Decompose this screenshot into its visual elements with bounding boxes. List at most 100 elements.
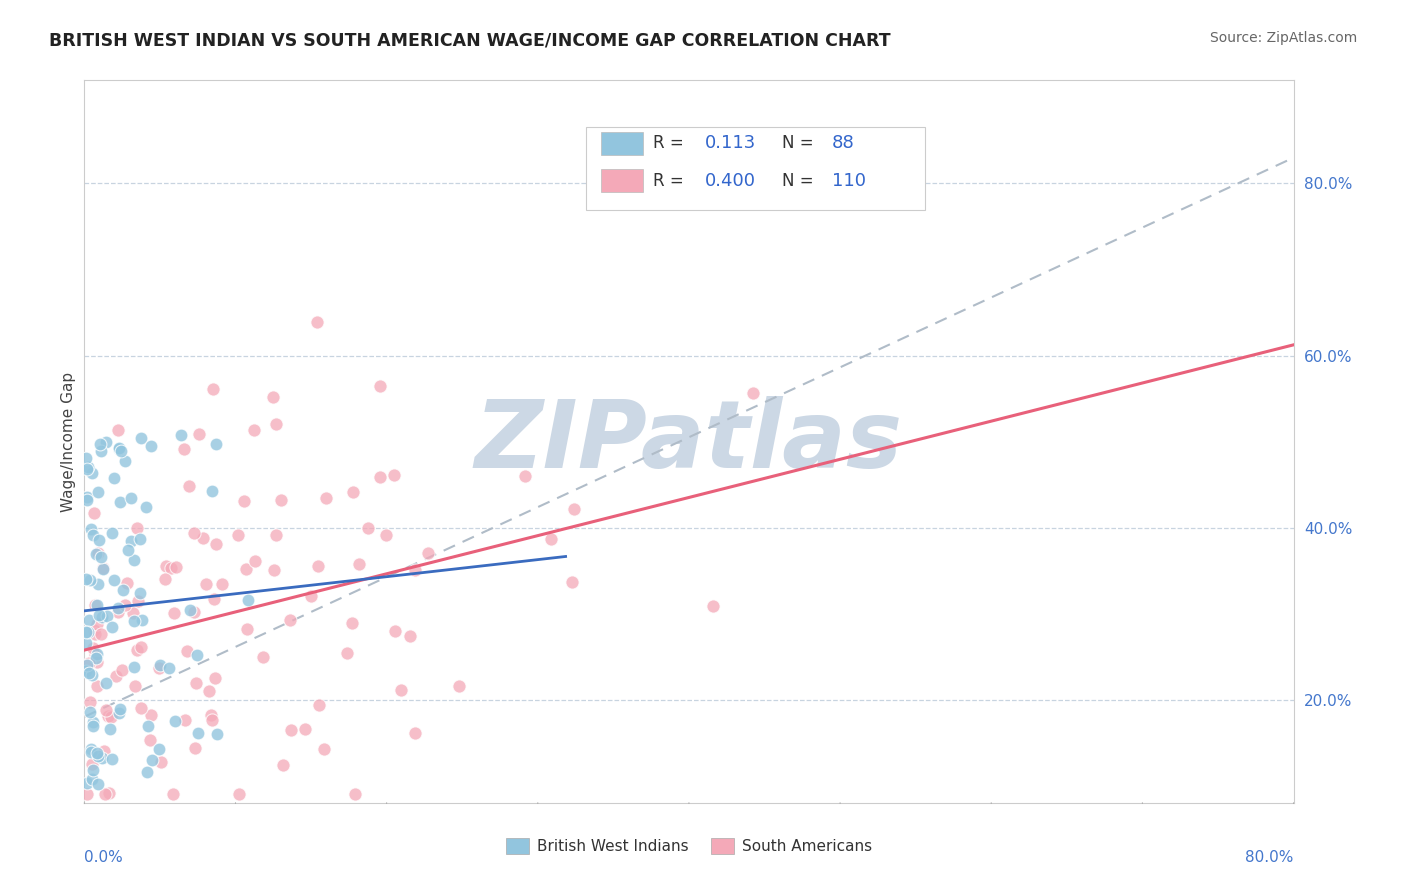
Point bbox=[340, 615, 363, 630]
Point bbox=[368, 379, 391, 393]
Point bbox=[314, 742, 336, 756]
Point bbox=[101, 525, 124, 540]
Point bbox=[183, 525, 205, 540]
Point bbox=[139, 439, 162, 453]
Point bbox=[198, 684, 221, 698]
Point bbox=[135, 764, 157, 779]
Point bbox=[91, 610, 114, 624]
Point bbox=[87, 576, 110, 591]
Point bbox=[120, 533, 142, 548]
Point bbox=[129, 431, 152, 445]
Point bbox=[170, 427, 193, 442]
Point bbox=[336, 646, 359, 660]
Point bbox=[98, 786, 121, 800]
Point bbox=[204, 537, 226, 551]
Point bbox=[127, 643, 149, 657]
Point bbox=[135, 500, 157, 515]
Point bbox=[86, 547, 108, 561]
Point bbox=[148, 661, 170, 675]
Point bbox=[108, 702, 131, 716]
Point bbox=[176, 644, 198, 658]
Point bbox=[75, 665, 97, 679]
Point bbox=[315, 491, 337, 506]
Point bbox=[124, 679, 146, 693]
Point bbox=[160, 561, 183, 575]
Point bbox=[98, 722, 121, 736]
Text: Source: ZipAtlas.com: Source: ZipAtlas.com bbox=[1209, 31, 1357, 45]
Point bbox=[561, 575, 583, 590]
Point bbox=[270, 493, 292, 508]
Point bbox=[76, 776, 98, 790]
Point bbox=[89, 437, 111, 451]
Text: 80.0%: 80.0% bbox=[1246, 850, 1294, 865]
Point bbox=[93, 743, 115, 757]
Point bbox=[96, 434, 118, 449]
Text: 0.113: 0.113 bbox=[704, 134, 756, 153]
Point bbox=[122, 553, 145, 567]
Point bbox=[243, 423, 266, 437]
Point bbox=[228, 787, 250, 801]
Point bbox=[252, 649, 274, 664]
Point bbox=[90, 626, 112, 640]
Point bbox=[233, 494, 256, 508]
Point bbox=[186, 648, 208, 662]
Point bbox=[149, 755, 172, 769]
Point bbox=[86, 546, 108, 560]
Point bbox=[294, 723, 316, 737]
Point bbox=[103, 471, 125, 485]
Point bbox=[226, 527, 249, 541]
Point bbox=[114, 454, 136, 468]
Point bbox=[204, 671, 226, 685]
Point bbox=[76, 625, 98, 640]
Point bbox=[264, 417, 287, 431]
Point bbox=[108, 706, 131, 720]
Point bbox=[174, 713, 197, 727]
Point bbox=[75, 636, 97, 650]
Point bbox=[162, 787, 184, 801]
Text: R =: R = bbox=[652, 172, 689, 190]
Legend: British West Indians, South Americans: British West Indians, South Americans bbox=[501, 832, 877, 860]
Point bbox=[120, 491, 142, 505]
Point bbox=[83, 627, 105, 641]
Point bbox=[122, 660, 145, 674]
Point bbox=[193, 531, 215, 545]
Point bbox=[80, 746, 103, 760]
Point bbox=[93, 561, 115, 575]
Point bbox=[165, 559, 187, 574]
FancyBboxPatch shape bbox=[586, 128, 925, 211]
Point bbox=[131, 613, 153, 627]
Point bbox=[87, 777, 110, 791]
Point bbox=[86, 598, 108, 612]
Point bbox=[187, 725, 209, 739]
Point bbox=[236, 593, 259, 607]
FancyBboxPatch shape bbox=[600, 169, 643, 193]
Point bbox=[83, 623, 105, 637]
Point bbox=[153, 573, 176, 587]
Point bbox=[173, 442, 195, 457]
Point bbox=[200, 707, 222, 722]
Point bbox=[80, 668, 103, 682]
Point bbox=[76, 787, 98, 801]
Point bbox=[84, 598, 107, 612]
Point bbox=[205, 437, 228, 451]
Point bbox=[184, 676, 207, 690]
Point bbox=[90, 750, 112, 764]
Point bbox=[107, 601, 129, 615]
Point bbox=[278, 613, 301, 627]
Point bbox=[89, 607, 111, 622]
Point bbox=[343, 787, 366, 801]
Point bbox=[107, 423, 129, 437]
Point bbox=[391, 682, 413, 697]
Point bbox=[121, 606, 143, 620]
Text: BRITISH WEST INDIAN VS SOUTH AMERICAN WAGE/INCOME GAP CORRELATION CHART: BRITISH WEST INDIAN VS SOUTH AMERICAN WA… bbox=[49, 31, 891, 49]
Point bbox=[86, 746, 108, 760]
Point bbox=[205, 727, 228, 741]
Point bbox=[165, 714, 187, 729]
Point bbox=[77, 613, 100, 627]
Point bbox=[76, 492, 98, 507]
Point bbox=[76, 657, 98, 672]
Point bbox=[375, 528, 398, 542]
Point bbox=[177, 479, 200, 493]
Point bbox=[129, 701, 152, 715]
Point bbox=[194, 577, 217, 591]
